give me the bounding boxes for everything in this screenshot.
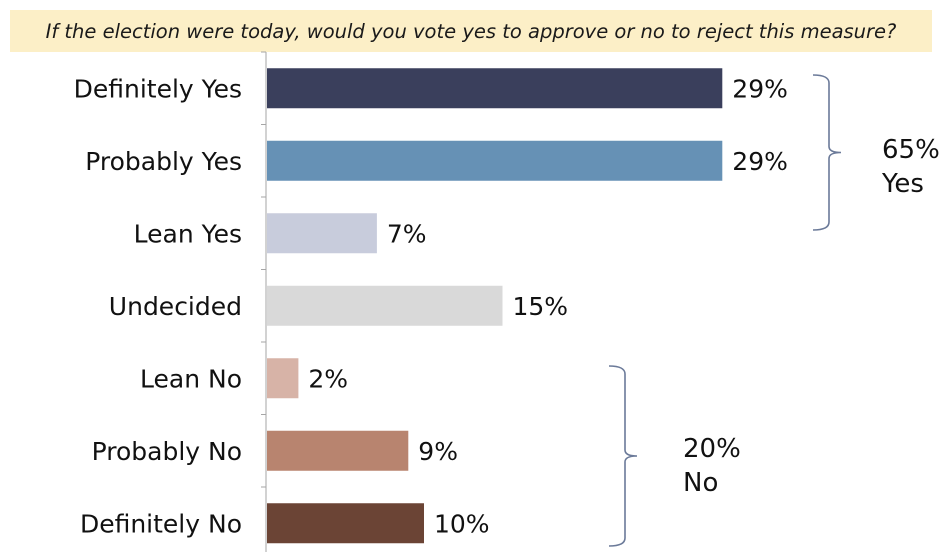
yes-group-label: 65% Yes (882, 133, 940, 201)
bar-definitely-yes (267, 68, 723, 109)
category-label-definitely-yes: Definitely Yes (74, 74, 242, 103)
question-banner: If the election were today, would you vo… (10, 10, 932, 52)
value-label-probably-yes: 29% (732, 147, 788, 176)
question-text: If the election were today, would you vo… (45, 19, 897, 43)
no-group-label: 20% No (683, 432, 741, 500)
category-label-probably-yes: Probably Yes (85, 147, 242, 176)
category-label-lean-yes: Lean Yes (134, 219, 242, 248)
no-bracket (608, 365, 638, 547)
category-label-undecided: Undecided (109, 292, 242, 321)
bar-undecided (267, 285, 503, 326)
category-label-probably-no: Probably No (92, 437, 242, 466)
value-label-probably-no: 9% (418, 437, 458, 466)
value-label-definitely-yes: 29% (732, 74, 788, 103)
bar-probably-yes (267, 140, 723, 181)
category-label-lean-no: Lean No (140, 364, 242, 393)
bar-lean-yes (267, 213, 377, 254)
value-label-lean-yes: 7% (387, 219, 427, 248)
bar-lean-no (267, 358, 299, 399)
yes-bracket (812, 74, 842, 231)
no-group-value: 20% (683, 434, 741, 464)
bar-probably-no (267, 430, 409, 471)
yes-group-text: Yes (882, 169, 924, 199)
bar-definitely-no (267, 503, 424, 544)
no-group-text: No (683, 468, 719, 498)
category-label-definitely-no: Definitely No (80, 509, 242, 538)
value-label-definitely-no: 10% (434, 509, 490, 538)
value-label-undecided: 15% (513, 292, 569, 321)
value-label-lean-no: 2% (308, 364, 348, 393)
yes-group-value: 65% (882, 135, 940, 165)
